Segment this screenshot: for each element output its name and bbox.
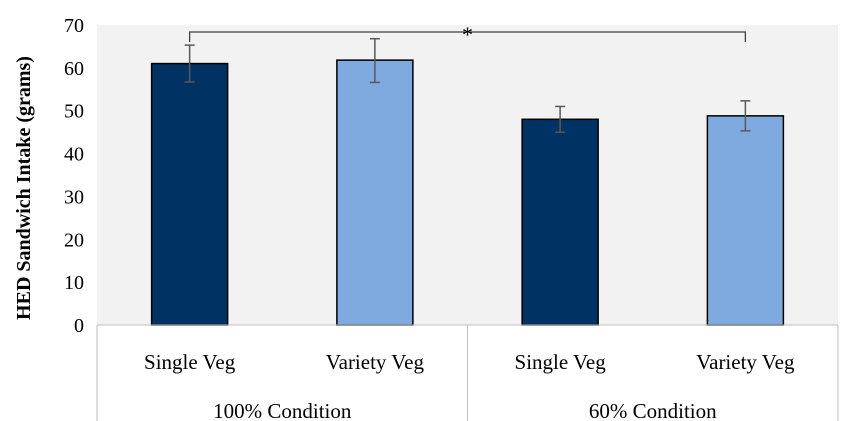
group-label: 100% Condition — [213, 399, 352, 421]
bars — [150, 59, 785, 326]
y-tick-label: 40 — [64, 144, 84, 166]
y-tick-label: 50 — [64, 101, 84, 123]
category-label: Variety Veg — [696, 350, 795, 374]
significance-bracket: * — [188, 22, 747, 47]
y-tick-label: 70 — [64, 15, 84, 37]
y-axis: 0 10 20 30 40 50 60 70 — [64, 15, 84, 337]
category-label: Variety Veg — [326, 350, 425, 374]
bar — [336, 59, 414, 326]
category-label: Single Veg — [144, 350, 236, 374]
group-label: 60% Condition — [589, 399, 717, 421]
x-axis: 100% Condition 60% Condition Single Veg Var… — [96, 324, 839, 421]
bar — [521, 118, 599, 326]
y-tick-label: 20 — [64, 229, 84, 251]
bar — [150, 62, 229, 326]
bar — [706, 115, 785, 326]
y-tick-label: 60 — [64, 58, 84, 80]
category-label: Single Veg — [515, 350, 607, 374]
y-tick-label: 10 — [64, 272, 84, 294]
error-bars — [184, 37, 751, 133]
significance-line — [188, 31, 747, 42]
y-tick-label: 30 — [64, 186, 84, 208]
y-axis-title: HED Sandwich Intake (grams) — [13, 56, 35, 320]
significance-star: * — [462, 22, 473, 47]
y-tick-label: 0 — [74, 315, 84, 337]
